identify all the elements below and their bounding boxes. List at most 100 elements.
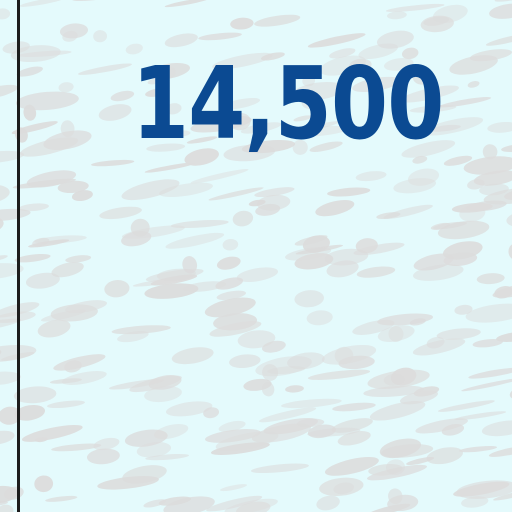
- relief-patch: [307, 427, 361, 437]
- relief-patch: [57, 180, 89, 194]
- relief-patch: [213, 313, 258, 331]
- relief-patch: [483, 187, 512, 205]
- relief-patch: [355, 238, 378, 254]
- relief-patch: [401, 47, 419, 60]
- relief-patch: [481, 420, 512, 437]
- relief-patch: [0, 504, 14, 512]
- relief-patch: [384, 58, 414, 71]
- relief-patch: [451, 202, 493, 213]
- relief-patch: [294, 290, 324, 308]
- relief-patch: [65, 255, 92, 263]
- relief-patch: [12, 178, 77, 189]
- relief-patch: [463, 156, 512, 175]
- relief-patch: [468, 367, 512, 379]
- relief-patch: [20, 137, 79, 157]
- relief-patch: [377, 325, 415, 342]
- relief-patch: [413, 264, 464, 281]
- relief-patch: [162, 66, 176, 78]
- relief-patch: [461, 496, 489, 508]
- relief-patch: [222, 238, 239, 251]
- relief-patch: [78, 63, 132, 75]
- relief-patch: [144, 386, 182, 403]
- relief-patch: [412, 68, 433, 85]
- relief-patch: [16, 66, 43, 77]
- relief-patch: [254, 14, 301, 27]
- relief-patch: [415, 418, 468, 434]
- relief-patch: [289, 121, 340, 135]
- relief-patch: [232, 210, 254, 227]
- relief-patch: [109, 379, 164, 390]
- relief-patch: [165, 103, 182, 115]
- relief-patch: [37, 319, 71, 338]
- relief-patch: [184, 148, 219, 166]
- relief-patch: [316, 495, 340, 511]
- relief-patch: [496, 331, 512, 342]
- relief-patch: [292, 139, 308, 155]
- relief-patch: [467, 179, 485, 190]
- relief-patch: [230, 17, 254, 30]
- relief-patch: [198, 32, 242, 41]
- relief-patch: [148, 374, 182, 390]
- relief-patch: [321, 344, 377, 365]
- relief-patch: [51, 443, 102, 452]
- relief-patch: [327, 187, 371, 197]
- relief-patch: [170, 219, 229, 229]
- relief-patch: [71, 0, 132, 2]
- relief-patch: [437, 220, 490, 240]
- relief-patch: [143, 499, 167, 508]
- relief-patch: [65, 300, 108, 314]
- relief-patch: [285, 247, 332, 261]
- relief-patch: [220, 484, 247, 492]
- relief-patch: [296, 418, 325, 428]
- relief-patch: [219, 98, 261, 110]
- relief-patch: [307, 33, 366, 48]
- relief-patch: [254, 187, 295, 198]
- relief-patch: [164, 33, 198, 48]
- relief-patch: [432, 4, 468, 24]
- relief-patch: [494, 0, 512, 2]
- relief-patch: [292, 81, 344, 101]
- relief-patch: [216, 256, 241, 270]
- relief-patch: [412, 155, 428, 164]
- relief-patch: [262, 364, 279, 381]
- relief-patch: [386, 459, 405, 476]
- relief-patch: [293, 115, 312, 122]
- relief-patch: [0, 371, 21, 386]
- relief-patch: [461, 378, 512, 392]
- relief-patch: [156, 268, 196, 281]
- relief-patch: [352, 76, 401, 92]
- relief-patch: [388, 326, 404, 342]
- relief-patch: [383, 373, 405, 386]
- relief-patch: [315, 200, 355, 217]
- relief-patch: [14, 253, 51, 263]
- relief-patch: [215, 277, 244, 290]
- relief-patch: [0, 8, 11, 20]
- relief-patch: [443, 252, 478, 267]
- relief-patch: [413, 386, 440, 397]
- relief-patch: [0, 263, 24, 280]
- relief-patch: [216, 290, 247, 300]
- relief-patch: [309, 141, 343, 152]
- relief-patch: [250, 463, 309, 474]
- relief-patch: [144, 162, 196, 173]
- relief-patch: [18, 203, 49, 212]
- relief-patch: [260, 52, 285, 61]
- relief-patch: [13, 386, 57, 404]
- relief-patch: [492, 280, 512, 298]
- relief-patch: [412, 338, 466, 356]
- relief-patch: [381, 444, 434, 458]
- relief-patch: [93, 30, 107, 43]
- relief-patch: [122, 465, 167, 484]
- relief-patch: [164, 0, 210, 8]
- relief-patch: [190, 168, 249, 184]
- relief-patch: [23, 104, 37, 121]
- relief-patch: [454, 411, 507, 421]
- relief-patch: [212, 52, 273, 70]
- relief-patch: [443, 155, 473, 166]
- relief-patch: [356, 266, 396, 278]
- relief-patch: [0, 302, 40, 318]
- relief-patch: [99, 206, 142, 220]
- relief-patch: [488, 445, 512, 457]
